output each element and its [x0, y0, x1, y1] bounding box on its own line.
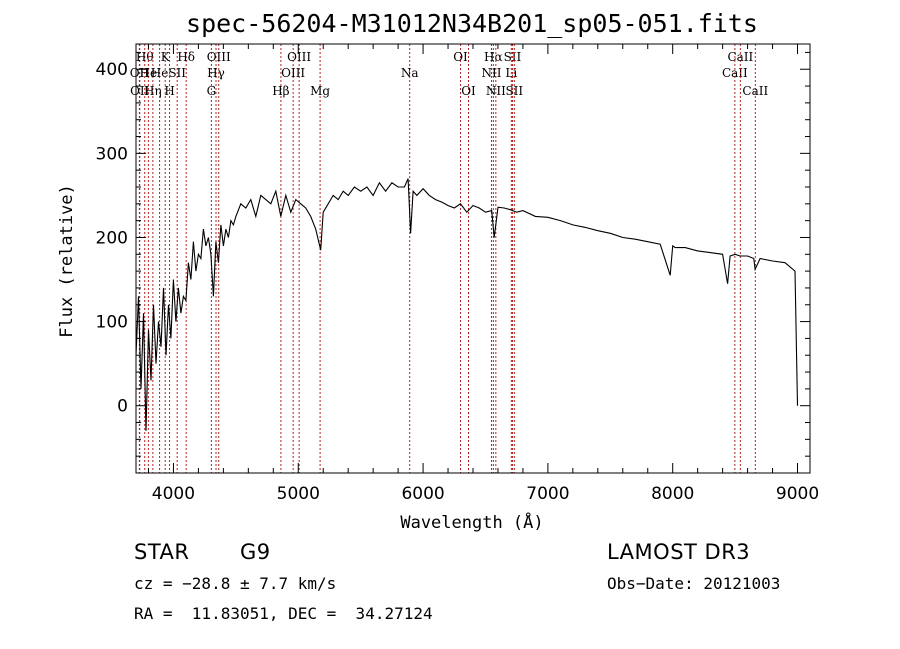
- object-subclass: G9: [240, 540, 271, 564]
- x-tick-label: 9000: [776, 484, 819, 504]
- x-tick-label: 6000: [401, 484, 444, 504]
- y-tick-label: 0: [117, 397, 128, 417]
- line-marker-label: OII: [130, 84, 150, 98]
- y-tick-label: 300: [96, 144, 128, 164]
- line-marker-label: He: [151, 66, 169, 80]
- y-tick-label: 400: [96, 60, 128, 80]
- flux-series-line: [135, 178, 799, 431]
- line-marker-label: OIII: [281, 66, 305, 80]
- line-marker-label: Hθ: [136, 50, 154, 64]
- redshift-velocity: cz = −28.8 ± 7.7 km/s: [134, 574, 337, 593]
- line-marker-label: OIII: [287, 50, 311, 64]
- x-tick-label: 5000: [277, 484, 320, 504]
- line-marker-label: Hη: [144, 84, 162, 98]
- line-marker-label: SII: [168, 66, 186, 80]
- line-marker-label: CaII: [727, 50, 753, 64]
- ra-dec-coordinates: RA = 11.83051, DEC = 34.27124: [134, 604, 433, 623]
- line-marker-label: Hγ: [207, 66, 225, 80]
- line-marker-label: Mg: [310, 84, 330, 98]
- line-marker-label: OIII: [207, 50, 231, 64]
- y-axis-label: Flux (relative): [57, 184, 77, 338]
- object-class: STAR: [134, 540, 190, 564]
- y-tick-label: 100: [96, 313, 128, 333]
- chart-title: spec-56204-M31012N34B201_sp05-051.fits: [186, 9, 758, 38]
- plot-frame: [135, 43, 811, 474]
- line-marker-label: Hβ: [272, 84, 289, 98]
- line-marker-label: SII: [504, 50, 522, 64]
- x-tick-label: 8000: [651, 484, 694, 504]
- line-marker-label: Na: [401, 66, 419, 80]
- line-marker-label: SII: [505, 84, 523, 98]
- observation-date: Obs−Date: 20121003: [607, 574, 781, 593]
- line-marker-label: CaII: [742, 84, 768, 98]
- line-marker-label: Li: [505, 66, 517, 80]
- emission-line-markers: OIIOIIHθHeHηHeKHSIIHδGHγOIIIHβOIIIOIIIMg…: [130, 44, 768, 473]
- x-tick-label: 4000: [152, 484, 195, 504]
- line-marker-label: NII: [481, 66, 501, 80]
- line-marker-label: Hδ: [177, 50, 195, 64]
- line-marker-label: Hα: [484, 50, 503, 64]
- x-axis-label: Wavelength (Å): [400, 511, 543, 533]
- line-marker-label: OI: [453, 50, 468, 64]
- line-marker-label: OI: [461, 84, 476, 98]
- line-marker-label: CaII: [722, 66, 748, 80]
- x-tick-label: 7000: [526, 484, 569, 504]
- line-marker-label: H: [164, 84, 174, 98]
- line-marker-label: K: [161, 50, 171, 64]
- line-marker-label: NII: [486, 84, 506, 98]
- survey-name: LAMOST DR3: [607, 540, 751, 564]
- line-marker-label: G: [207, 84, 217, 98]
- y-tick-label: 200: [96, 228, 128, 248]
- axis-ticks: 4000 5000 6000 7000 8000 9000 0 100 200 300 400: [96, 44, 819, 504]
